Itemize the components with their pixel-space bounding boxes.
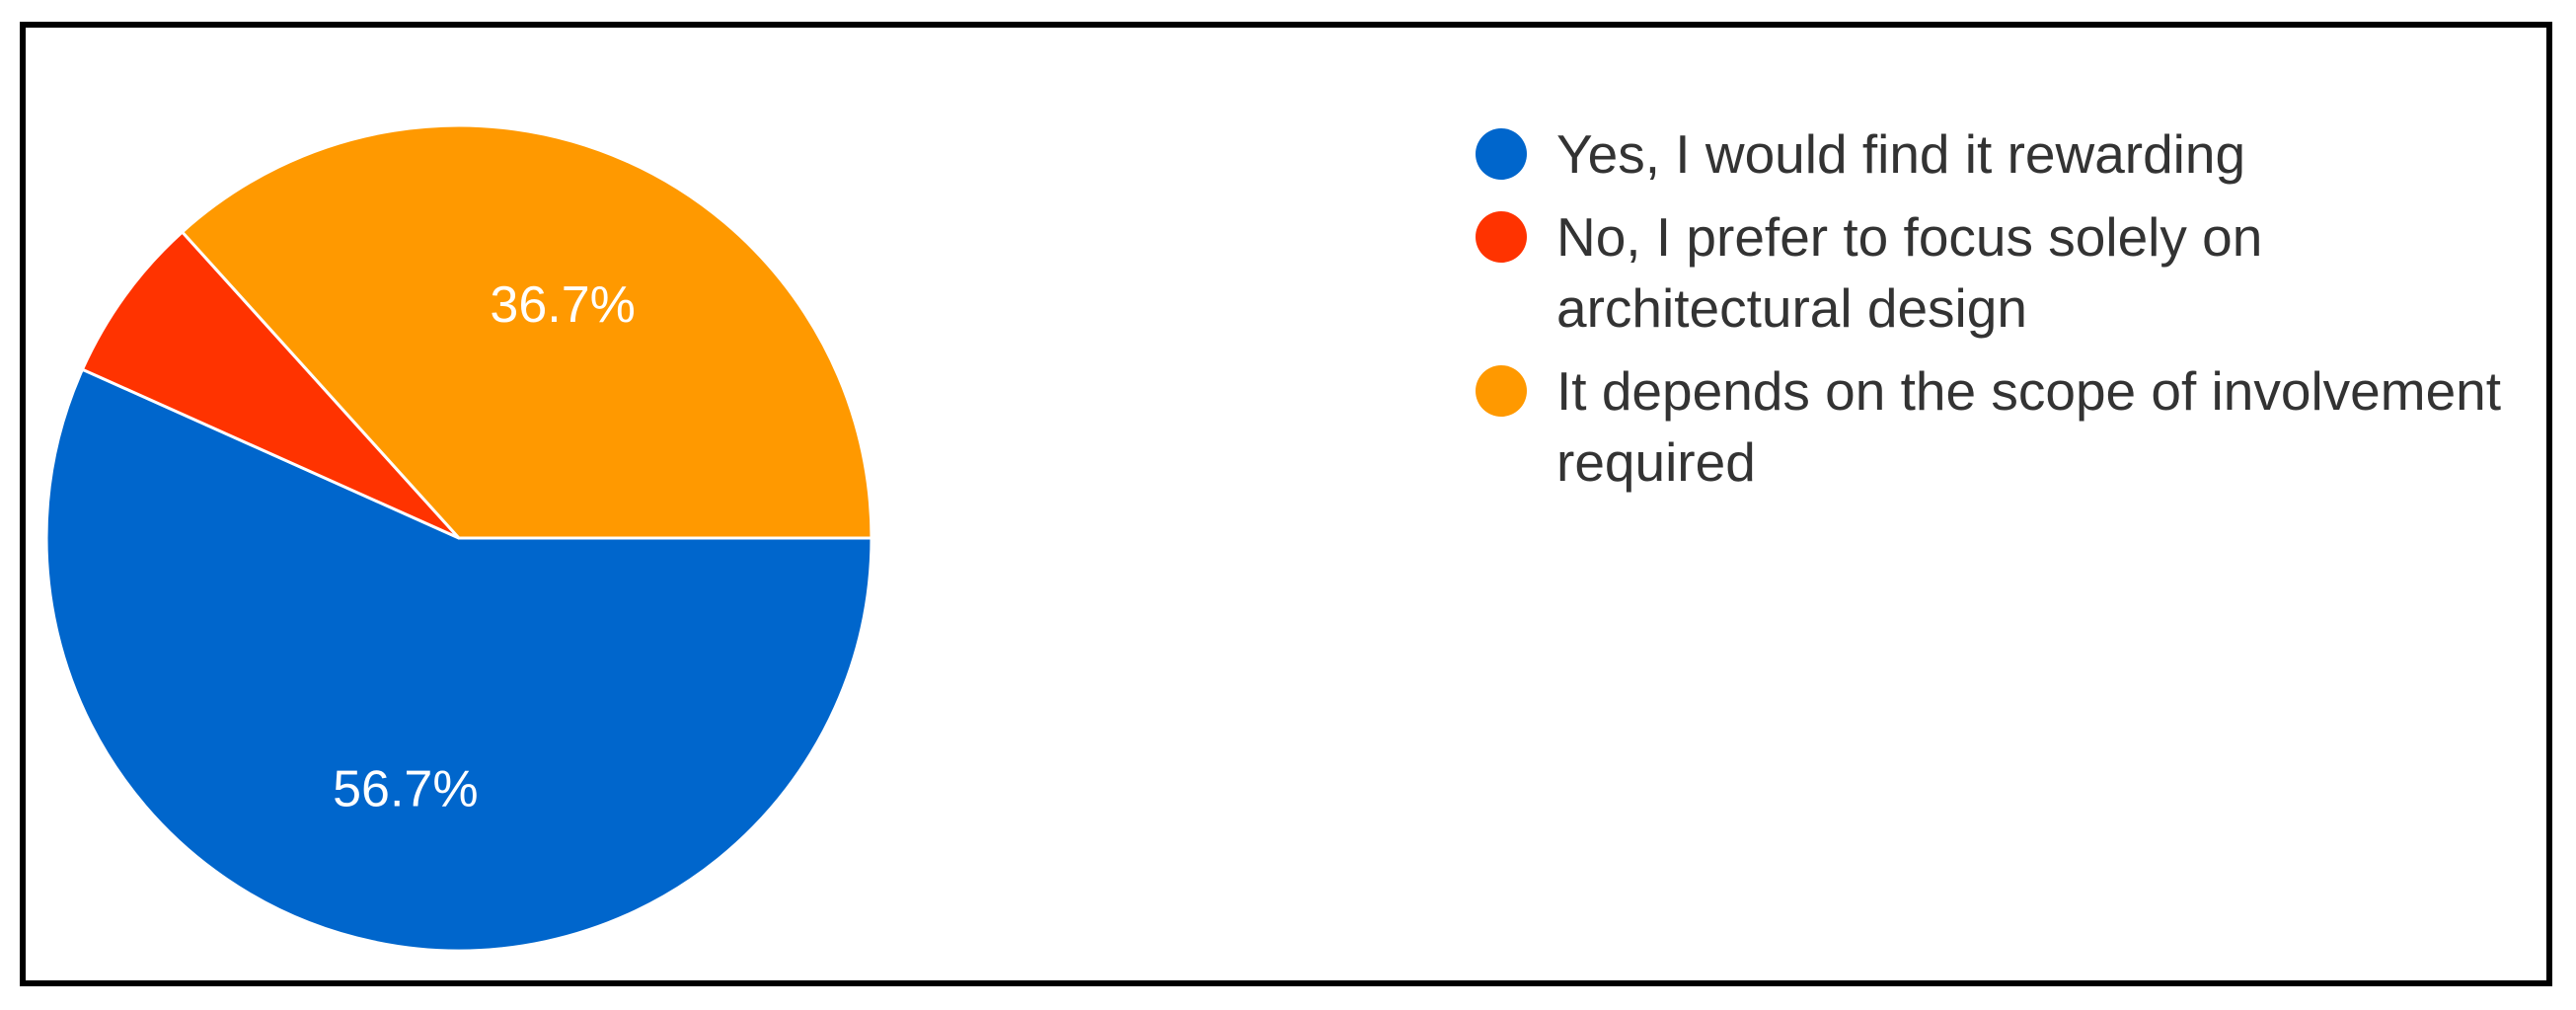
legend-item-depends: It depends on the scope of involvement r… [1476,355,2541,498]
pie-label-depends: 36.7% [490,276,635,334]
legend-swatch-no [1476,211,1527,263]
legend-item-no: No, I prefer to focus solely on architec… [1476,201,2541,344]
pie-label-yes: 56.7% [333,760,478,817]
legend-item-yes: Yes, I would find it rewarding [1476,118,2541,190]
legend-swatch-yes [1476,128,1527,180]
pie-slice-yes [44,367,873,953]
legend-label-depends: It depends on the scope of involvement r… [1556,360,2502,493]
legend-swatch-depends [1476,365,1527,417]
legend-label-no: No, I prefer to focus solely on architec… [1556,206,2263,339]
pie-slice-depends [180,123,873,540]
chart-legend: Yes, I would find it rewarding No, I pre… [1476,118,2541,509]
legend-label-yes: Yes, I would find it rewarding [1556,123,2246,185]
pie-slice-no [80,229,461,540]
